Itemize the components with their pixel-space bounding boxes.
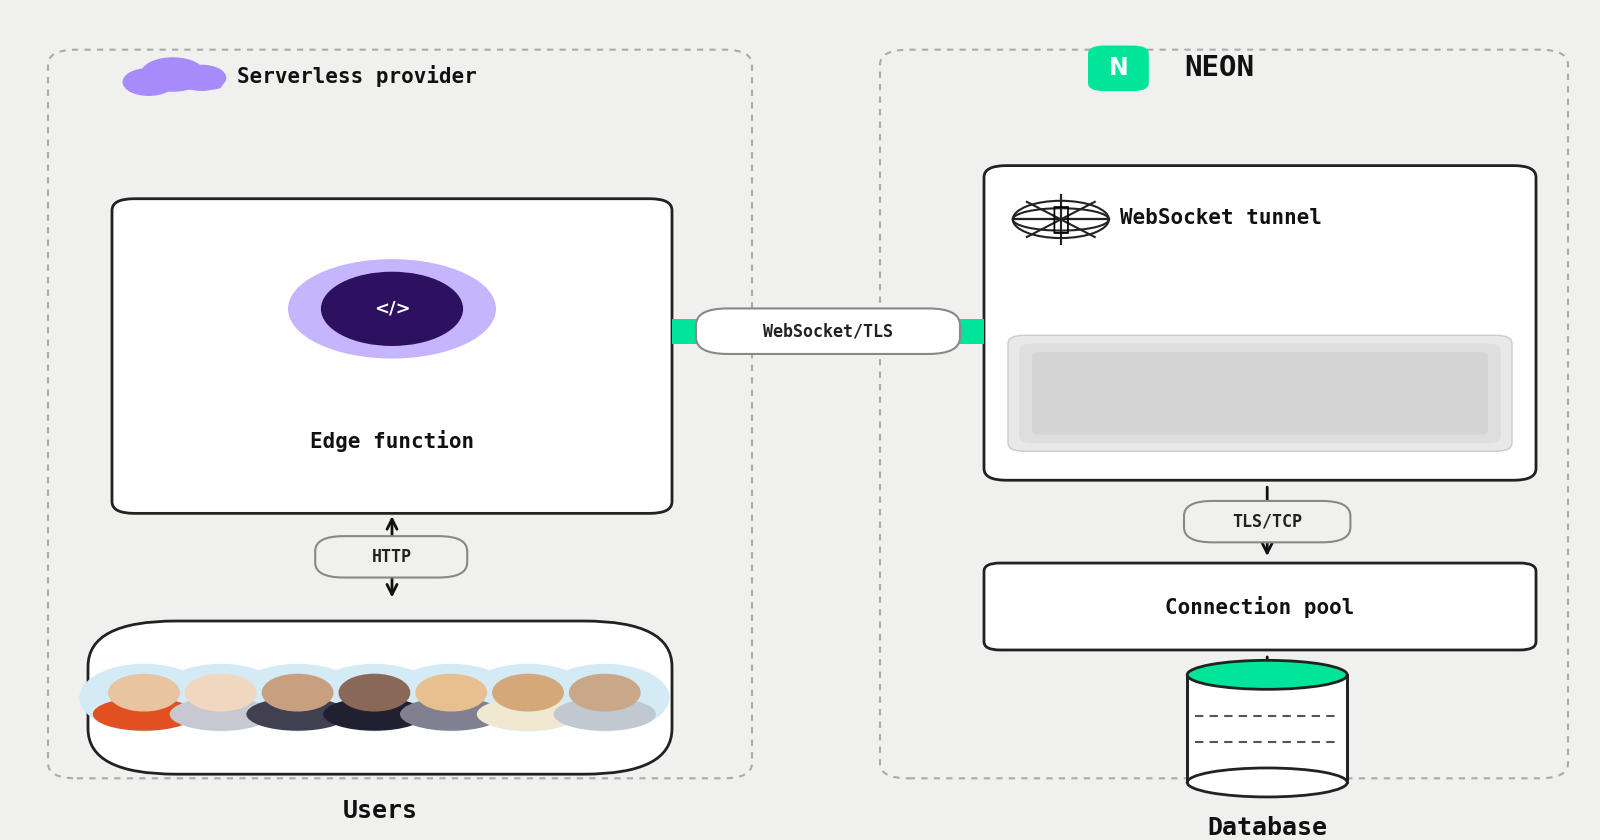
FancyBboxPatch shape bbox=[984, 165, 1536, 480]
Circle shape bbox=[178, 66, 226, 90]
Text: </>: </> bbox=[374, 300, 410, 318]
Circle shape bbox=[387, 664, 515, 731]
Circle shape bbox=[541, 664, 669, 731]
Text: 🌐: 🌐 bbox=[1051, 205, 1070, 234]
FancyBboxPatch shape bbox=[1019, 344, 1501, 443]
Polygon shape bbox=[1187, 675, 1347, 783]
FancyBboxPatch shape bbox=[315, 536, 467, 578]
FancyBboxPatch shape bbox=[672, 319, 984, 344]
Ellipse shape bbox=[288, 260, 496, 359]
Text: Connection pool: Connection pool bbox=[1165, 596, 1355, 617]
Ellipse shape bbox=[1187, 660, 1347, 690]
Circle shape bbox=[493, 675, 563, 711]
Circle shape bbox=[262, 675, 333, 711]
Circle shape bbox=[80, 664, 208, 731]
Circle shape bbox=[322, 272, 462, 345]
Circle shape bbox=[141, 58, 205, 91]
FancyBboxPatch shape bbox=[696, 308, 960, 354]
Ellipse shape bbox=[170, 697, 272, 731]
Circle shape bbox=[186, 675, 256, 711]
Ellipse shape bbox=[93, 697, 195, 731]
Text: WebSocket tunnel: WebSocket tunnel bbox=[1120, 207, 1322, 228]
Circle shape bbox=[123, 69, 174, 95]
Text: HTTP: HTTP bbox=[371, 548, 413, 566]
Circle shape bbox=[310, 664, 438, 731]
Text: Serverless provider: Serverless provider bbox=[237, 66, 477, 87]
FancyBboxPatch shape bbox=[88, 621, 672, 774]
Text: Users: Users bbox=[342, 800, 418, 823]
Circle shape bbox=[570, 675, 640, 711]
Text: WebSocket/TLS: WebSocket/TLS bbox=[763, 323, 893, 340]
Circle shape bbox=[1013, 195, 1109, 244]
Circle shape bbox=[416, 675, 486, 711]
Ellipse shape bbox=[1187, 768, 1347, 797]
FancyBboxPatch shape bbox=[1184, 501, 1350, 543]
Ellipse shape bbox=[246, 697, 349, 731]
Circle shape bbox=[464, 664, 592, 731]
Text: NEON: NEON bbox=[1184, 54, 1254, 81]
Text: N: N bbox=[1109, 56, 1128, 80]
Ellipse shape bbox=[477, 697, 579, 731]
FancyBboxPatch shape bbox=[126, 76, 222, 89]
FancyBboxPatch shape bbox=[1008, 335, 1512, 451]
Circle shape bbox=[234, 664, 362, 731]
FancyBboxPatch shape bbox=[1088, 45, 1149, 91]
Circle shape bbox=[339, 675, 410, 711]
Text: Database: Database bbox=[1208, 816, 1328, 840]
Circle shape bbox=[109, 675, 179, 711]
FancyBboxPatch shape bbox=[112, 199, 672, 513]
Ellipse shape bbox=[554, 697, 656, 731]
Ellipse shape bbox=[400, 697, 502, 731]
Text: TLS/TCP: TLS/TCP bbox=[1232, 512, 1302, 531]
Text: Edge function: Edge function bbox=[310, 430, 474, 452]
FancyBboxPatch shape bbox=[1032, 352, 1488, 435]
FancyBboxPatch shape bbox=[984, 563, 1536, 650]
Ellipse shape bbox=[323, 697, 426, 731]
Circle shape bbox=[157, 664, 285, 731]
